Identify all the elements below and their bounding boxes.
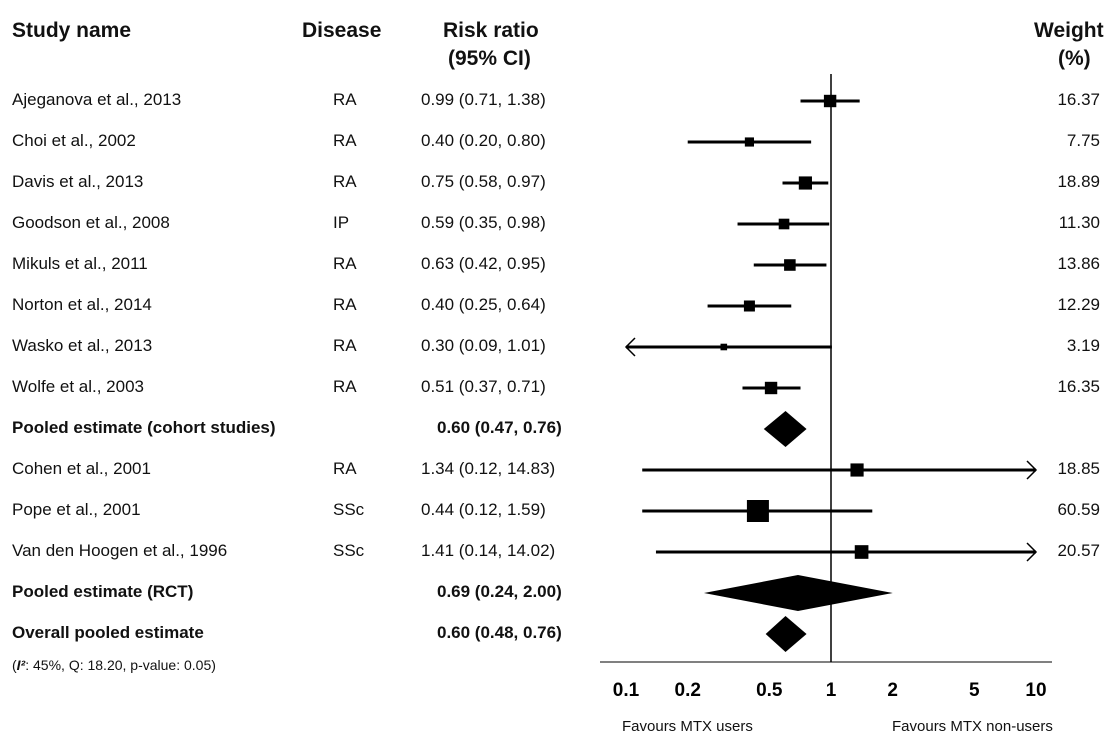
risk-ratio-ci: 0.40 (0.20, 0.80)	[421, 131, 546, 150]
point-estimate-square	[798, 176, 812, 190]
x-tick-label: 10	[1025, 680, 1046, 701]
risk-ratio-ci: 0.44 (0.12, 1.59)	[421, 500, 546, 519]
point-estimate-square	[854, 545, 869, 559]
heterogeneity-note: (I²: 45%, Q: 18.20, p-value: 0.05)	[12, 657, 216, 673]
header-weight-unit: (%)	[1058, 47, 1091, 70]
point-estimate-square	[746, 500, 769, 522]
risk-ratio-ci: 0.30 (0.09, 1.01)	[421, 336, 546, 355]
pooled-diamond	[765, 616, 807, 652]
study-name: Wasko et al., 2013	[12, 336, 153, 355]
weight-value: 60.59	[1057, 500, 1100, 519]
point-estimate-square	[784, 259, 796, 271]
header-disease: Disease	[302, 19, 382, 42]
study-name: Pooled estimate (RCT)	[12, 582, 194, 601]
study-name: Pooled estimate (cohort studies)	[12, 418, 276, 437]
weight-value: 12.29	[1057, 295, 1100, 314]
risk-ratio-ci: 0.60 (0.48, 0.76)	[437, 623, 562, 642]
disease: RA	[333, 90, 357, 109]
disease: RA	[333, 459, 357, 478]
study-name: Overall pooled estimate	[12, 623, 204, 642]
point-estimate-square	[743, 300, 755, 312]
point-estimate-square	[850, 463, 864, 477]
disease: SSc	[333, 541, 365, 560]
favours-left-label: Favours MTX users	[622, 718, 753, 735]
disease: IP	[333, 213, 350, 232]
disease: RA	[333, 377, 357, 396]
risk-ratio-ci: 1.41 (0.14, 14.02)	[421, 541, 556, 560]
x-tick-label: 2	[887, 680, 898, 701]
weight-value: 18.89	[1057, 172, 1100, 191]
study-name: Wolfe et al., 2003	[12, 377, 144, 396]
weight-value: 20.57	[1057, 541, 1100, 560]
study-name: Cohen et al., 2001	[12, 459, 151, 478]
weight-value: 16.37	[1057, 90, 1100, 109]
risk-ratio-ci: 0.59 (0.35, 0.98)	[421, 213, 546, 232]
point-estimate-square	[764, 381, 778, 395]
point-estimate-square	[744, 137, 754, 147]
header-weight: Weight	[1034, 19, 1104, 42]
study-name: Van den Hoogen et al., 1996	[12, 541, 228, 560]
disease: SSc	[333, 500, 365, 519]
weight-value: 18.85	[1057, 459, 1100, 478]
favours-right-label: Favours MTX non-users	[892, 718, 1053, 735]
disease: RA	[333, 172, 357, 191]
ci-arrow-right	[1026, 460, 1038, 480]
point-estimate-square	[778, 218, 790, 230]
study-name: Mikuls et al., 2011	[12, 254, 148, 273]
weight-value: 3.19	[1066, 336, 1100, 355]
pooled-diamond	[703, 575, 893, 611]
disease: RA	[333, 336, 357, 355]
risk-ratio-ci: 0.40 (0.25, 0.64)	[421, 295, 546, 314]
disease: RA	[333, 254, 357, 273]
study-name: Goodson et al., 2008	[12, 213, 170, 232]
x-tick-label: 1	[826, 680, 837, 701]
risk-ratio-ci: 0.60 (0.47, 0.76)	[437, 418, 562, 437]
ci-arrow-left	[624, 337, 636, 357]
study-name: Choi et al., 2002	[12, 131, 136, 150]
ci-arrow-right	[1026, 542, 1038, 562]
risk-ratio-ci: 0.51 (0.37, 0.71)	[421, 377, 546, 396]
header-risk-ratio-ci: (95% CI)	[448, 47, 531, 70]
point-estimate-square	[823, 94, 837, 108]
disease: RA	[333, 295, 357, 314]
weight-value: 11.30	[1058, 213, 1100, 232]
study-name: Ajeganova et al., 2013	[12, 90, 182, 109]
risk-ratio-ci: 0.99 (0.71, 1.38)	[421, 90, 546, 109]
x-tick-label: 0.1	[613, 680, 640, 701]
x-tick-label: 0.5	[756, 680, 783, 701]
point-estimate-square	[720, 343, 728, 351]
pooled-diamond	[763, 411, 807, 447]
study-name: Davis et al., 2013	[12, 172, 144, 191]
study-name: Pope et al., 2001	[12, 500, 141, 519]
x-tick-label: 5	[969, 680, 980, 701]
weight-value: 13.86	[1057, 254, 1100, 273]
weight-value: 16.35	[1057, 377, 1100, 396]
risk-ratio-ci: 0.69 (0.24, 2.00)	[437, 582, 562, 601]
header-study-name: Study name	[12, 19, 132, 42]
risk-ratio-ci: 0.63 (0.42, 0.95)	[421, 254, 546, 273]
disease: RA	[333, 131, 357, 150]
header-risk-ratio: Risk ratio	[443, 19, 539, 42]
study-name: Norton et al., 2014	[12, 295, 152, 314]
i-squared-symbol: I²	[16, 657, 26, 673]
risk-ratio-ci: 1.34 (0.12, 14.83)	[421, 459, 556, 478]
weight-value: 7.75	[1066, 131, 1100, 150]
risk-ratio-ci: 0.75 (0.58, 0.97)	[421, 172, 546, 191]
x-tick-label: 0.2	[675, 680, 701, 701]
